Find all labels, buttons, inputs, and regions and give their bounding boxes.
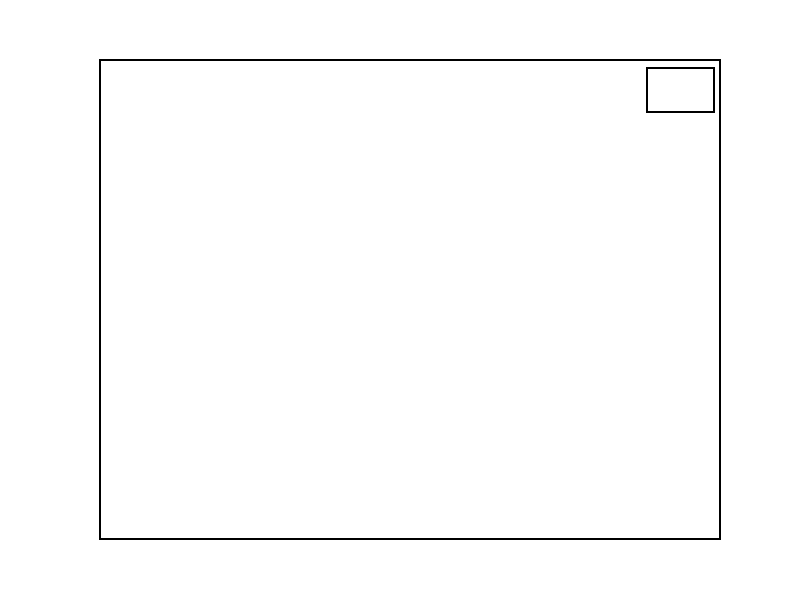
plot-area	[101, 61, 719, 538]
legend	[646, 67, 715, 113]
